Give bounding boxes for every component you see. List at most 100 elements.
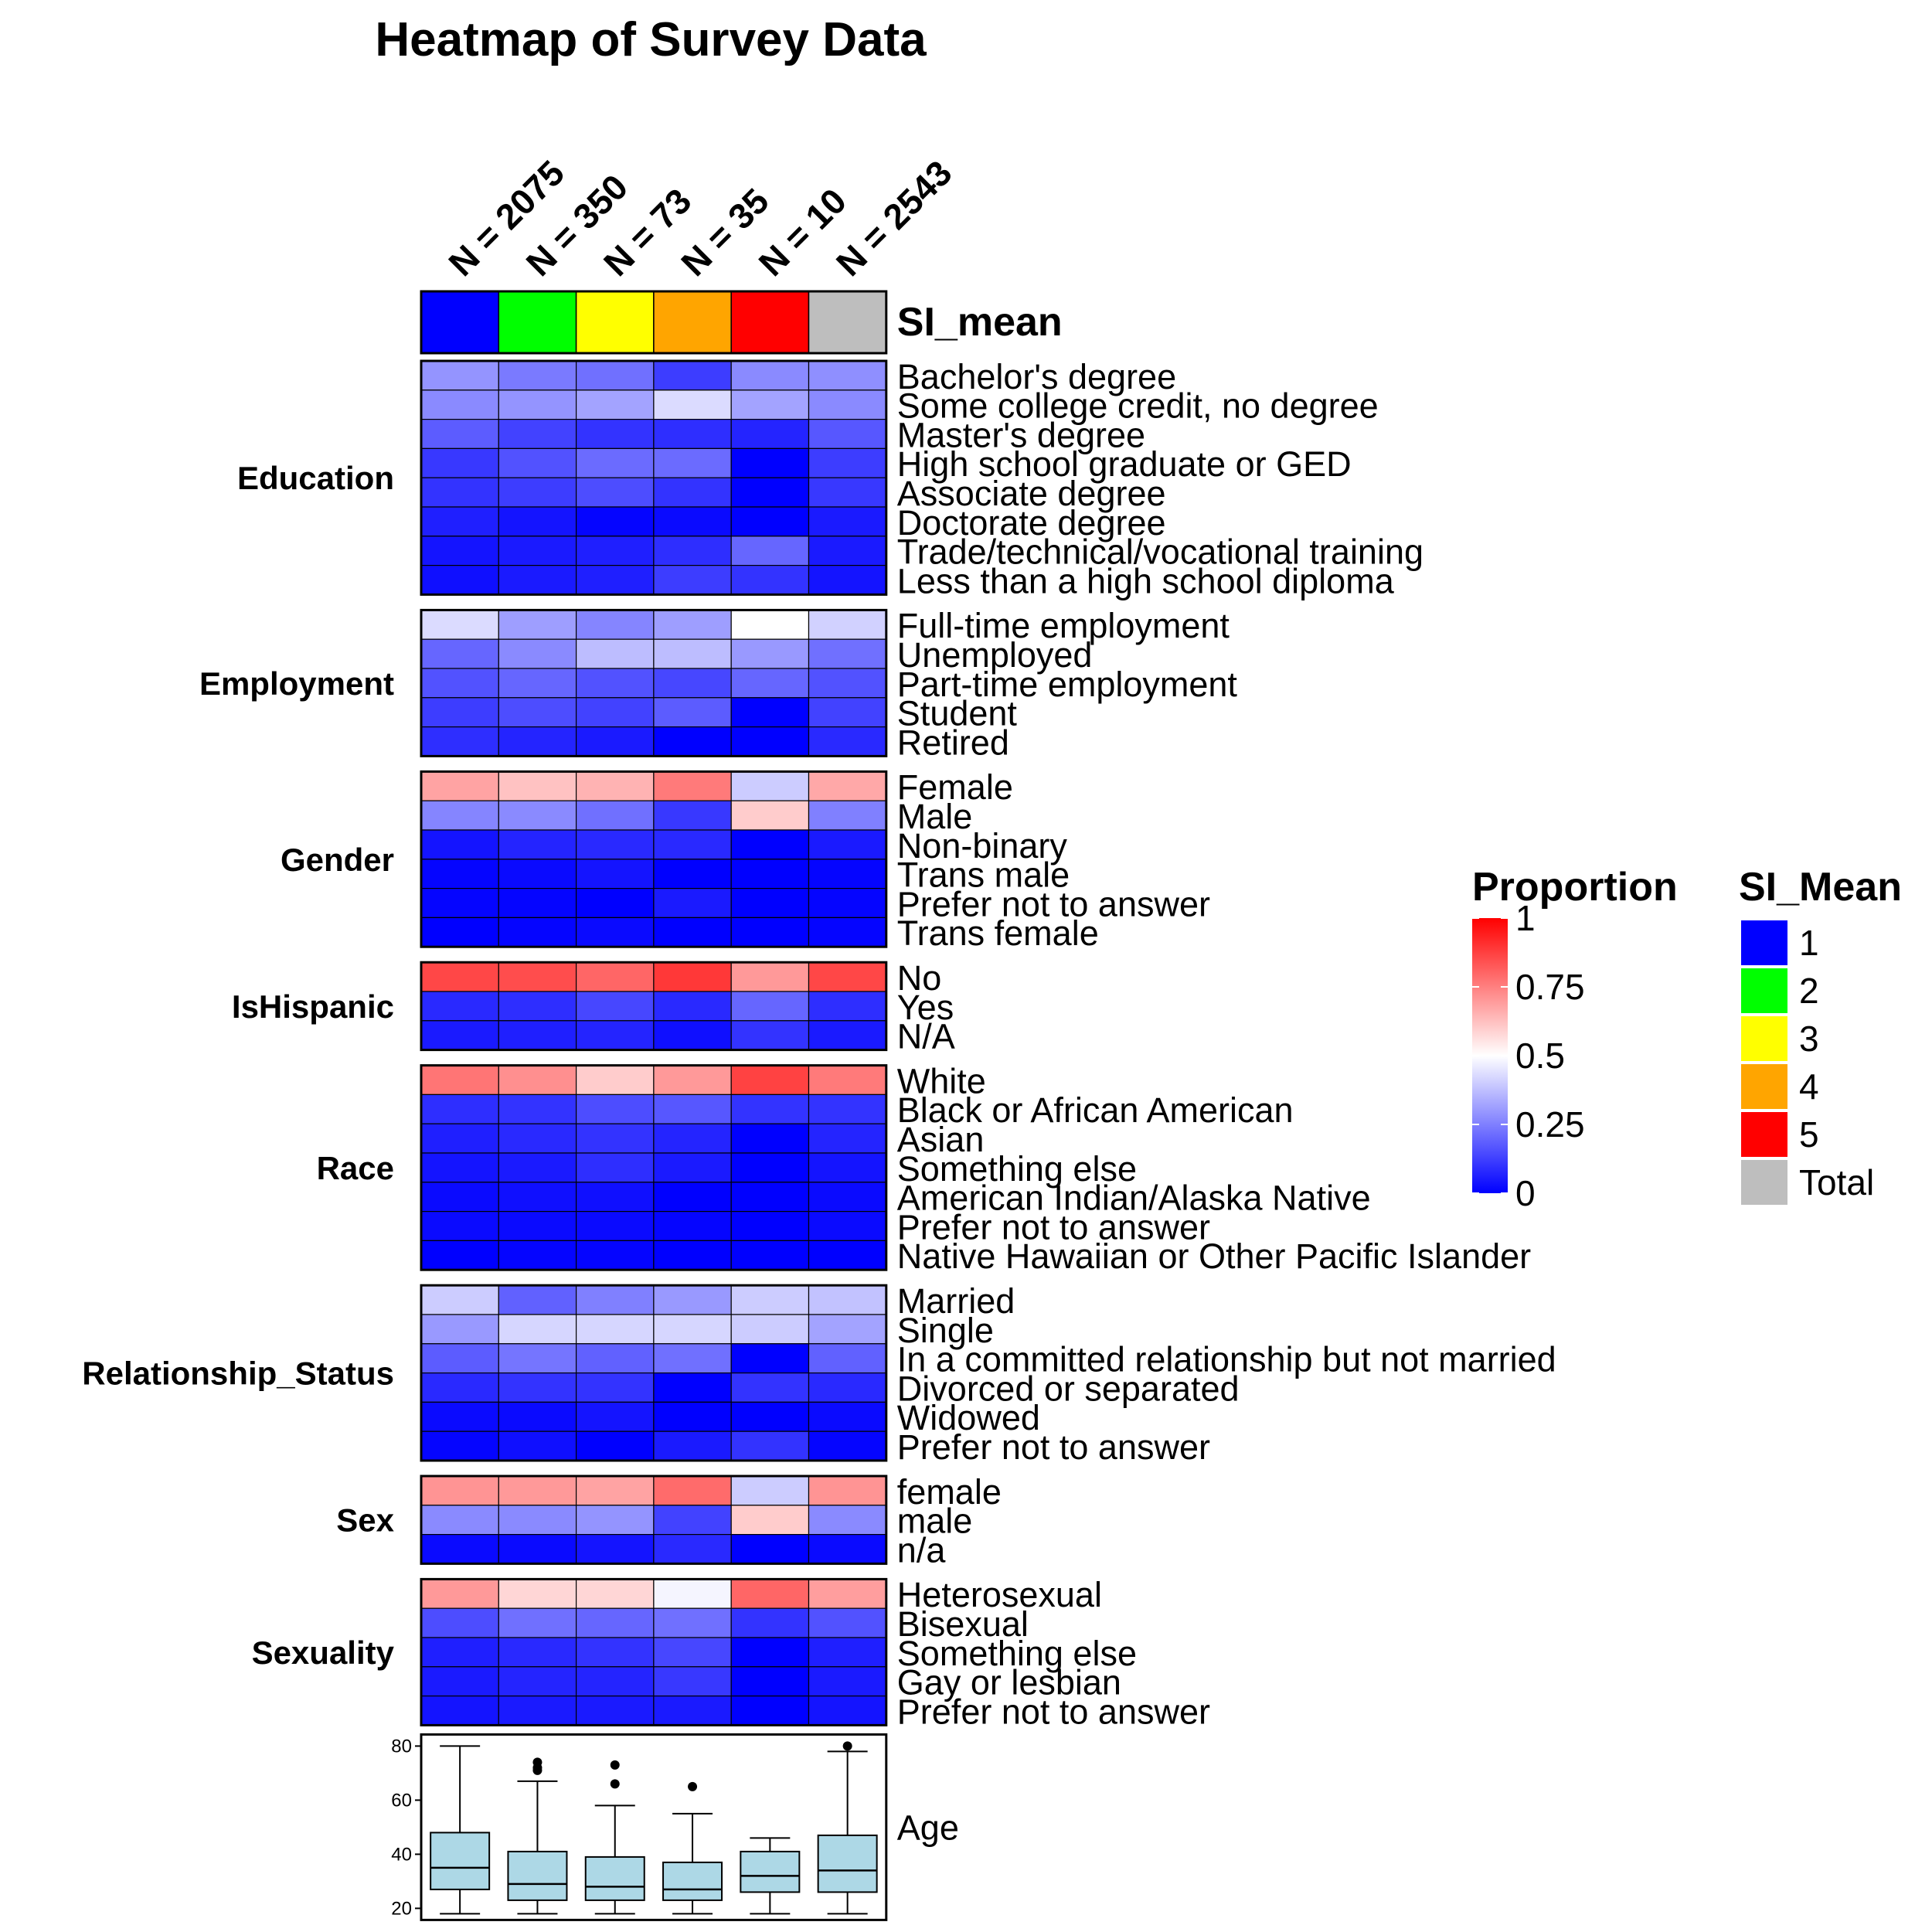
age-axis-tick-label: 20 <box>391 1898 412 1919</box>
si-annotation-cell <box>808 291 887 354</box>
heatmap-cell <box>498 418 577 449</box>
heatmap-cell <box>420 1578 499 1609</box>
heatmap-cell <box>653 887 732 918</box>
heatmap-cell <box>808 1607 887 1638</box>
heatmap-cell <box>730 697 810 728</box>
heatmap-cell <box>808 1578 887 1609</box>
heatmap-cell <box>730 1475 810 1506</box>
heatmap-cell <box>808 1372 887 1403</box>
row-label: Bachelor's degree <box>897 357 1176 396</box>
heatmap-cell <box>498 1372 577 1403</box>
row-label: Trans female <box>897 913 1099 953</box>
si-legend-label: 4 <box>1799 1066 1819 1107</box>
row-label: Prefer not to answer <box>897 884 1210 923</box>
heatmap-cell <box>575 1020 655 1051</box>
heatmap-cell <box>575 887 655 918</box>
heatmap-cell <box>808 1210 887 1241</box>
heatmap-cell <box>653 668 732 699</box>
heatmap-cell <box>420 1240 499 1270</box>
row-label: Trans male <box>897 855 1070 895</box>
heatmap-cell <box>653 961 732 992</box>
age-label: Age <box>897 1808 959 1847</box>
heatmap-cell <box>653 609 732 640</box>
heatmap-cell <box>808 447 887 478</box>
heatmap-cell <box>808 1152 887 1183</box>
heatmap-cell <box>808 1505 887 1536</box>
heatmap-cell <box>808 917 887 947</box>
heatmap-cell <box>808 506 887 537</box>
heatmap-cell <box>498 1314 577 1345</box>
heatmap-cell <box>653 1210 732 1241</box>
heatmap-cell <box>420 564 499 595</box>
group-border <box>420 1475 888 1565</box>
heatmap-cell <box>808 1666 887 1697</box>
heatmap-cell <box>808 770 887 801</box>
row-label: Prefer not to answer <box>897 1692 1210 1731</box>
heatmap-cell <box>420 1666 499 1697</box>
heatmap-cell <box>498 1637 577 1668</box>
heatmap-cell <box>420 609 499 640</box>
heatmap-cell <box>653 697 732 728</box>
heatmap-cell <box>730 800 810 831</box>
heatmap-cell <box>808 1475 887 1506</box>
heatmap-cell <box>498 1182 577 1213</box>
heatmap-cell <box>420 1094 499 1124</box>
row-label: White <box>897 1061 986 1100</box>
row-label: Married <box>897 1281 1015 1321</box>
heatmap-cell <box>653 1064 732 1095</box>
heatmap-cell <box>420 536 499 566</box>
row-label: Yes <box>897 988 954 1027</box>
heatmap-cell <box>730 829 810 860</box>
heatmap-cell <box>653 389 732 420</box>
row-label: Female <box>897 767 1013 807</box>
heatmap-cell <box>498 829 577 860</box>
heatmap-cell <box>575 726 655 757</box>
heatmap-cell <box>498 1578 577 1609</box>
heatmap-cell <box>653 506 732 537</box>
heatmap-cell <box>575 1666 655 1697</box>
group-label: Gender <box>281 842 394 878</box>
group-border <box>420 961 888 1052</box>
heatmap-cell <box>730 859 810 889</box>
age-box <box>740 1850 801 1893</box>
heatmap-cell <box>808 1533 887 1564</box>
row-label: Trade/technical/vocational training <box>897 532 1423 572</box>
heatmap-cell <box>498 668 577 699</box>
row-label: Some college credit, no degree <box>897 386 1379 426</box>
si-legend-label: 2 <box>1799 971 1819 1011</box>
heatmap-cell <box>498 1210 577 1241</box>
heatmap-cell <box>498 360 577 391</box>
heatmap-cell <box>653 536 732 566</box>
proportion-legend-label: 0.25 <box>1515 1104 1585 1145</box>
heatmap-cell <box>575 1533 655 1564</box>
heatmap-cell <box>730 536 810 566</box>
heatmap-cell <box>808 1430 887 1461</box>
row-label: Unemployed <box>897 635 1093 675</box>
heatmap-cell <box>730 1696 810 1726</box>
heatmap-cell <box>498 961 577 992</box>
row-label: Part-time employment <box>897 665 1238 704</box>
heatmap-cell <box>498 1284 577 1315</box>
row-label: Heterosexual <box>897 1575 1102 1614</box>
row-label: Gay or lesbian <box>897 1663 1121 1702</box>
group-label: IsHispanic <box>232 988 394 1025</box>
heatmap-cell <box>420 1284 499 1315</box>
heatmap-cell <box>730 1505 810 1536</box>
proportion-legend-title: Proportion <box>1472 865 1678 910</box>
heatmap-cell <box>420 1475 499 1506</box>
row-label: Doctorate degree <box>897 503 1166 543</box>
heatmap-cell <box>498 506 577 537</box>
si-annotation-cell <box>575 291 655 354</box>
si-legend-key <box>1740 919 1789 967</box>
heatmap-cell <box>498 1505 577 1536</box>
heatmap-cell <box>420 1430 499 1461</box>
heatmap-cell <box>653 1475 732 1506</box>
age-axis-tick-label: 40 <box>391 1844 412 1865</box>
heatmap-cell <box>498 1240 577 1270</box>
age-boxplot-frame <box>420 1733 888 1921</box>
heatmap-cell <box>653 1240 732 1270</box>
heatmap-cell <box>420 1533 499 1564</box>
heatmap-cell <box>653 1430 732 1461</box>
si-legend-label: 5 <box>1799 1114 1819 1155</box>
heatmap-cell <box>420 447 499 478</box>
